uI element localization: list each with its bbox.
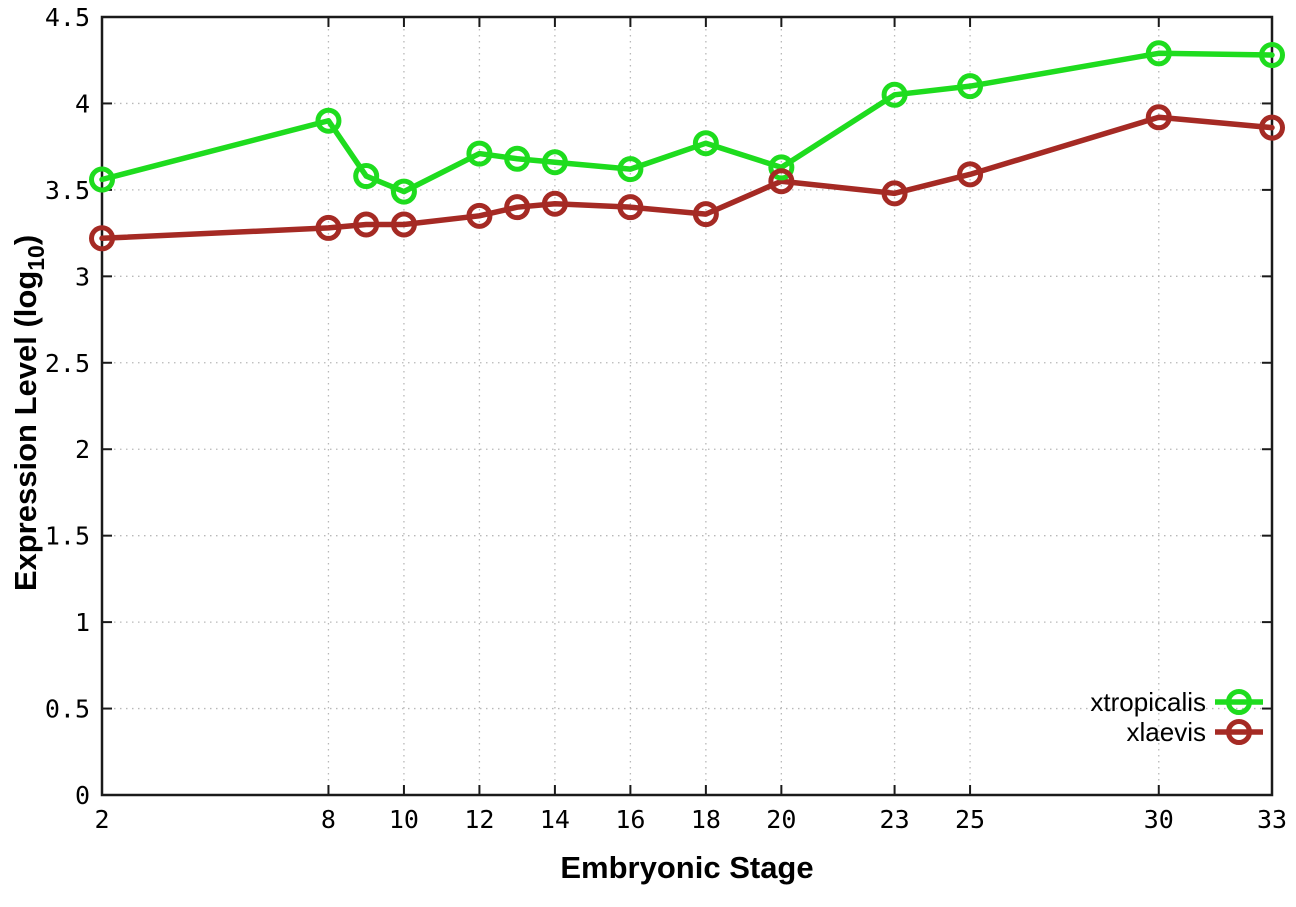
y-tick-label: 1 bbox=[75, 608, 90, 637]
x-tick-label: 18 bbox=[691, 805, 721, 834]
data-point-xtropicalis bbox=[504, 145, 531, 172]
x-tick-label: 8 bbox=[321, 805, 336, 834]
data-point-xtropicalis bbox=[1259, 42, 1285, 69]
y-tick-label: 2.5 bbox=[45, 349, 90, 378]
data-point-xlaevis bbox=[768, 168, 795, 195]
data-point-xtropicalis bbox=[881, 81, 908, 108]
data-point-xlaevis bbox=[504, 194, 531, 221]
data-point-xtropicalis bbox=[617, 156, 644, 183]
data-point-xtropicalis bbox=[353, 163, 380, 190]
data-point-xtropicalis bbox=[541, 149, 568, 176]
x-tick-label: 12 bbox=[464, 805, 494, 834]
y-axis-title-close: ) bbox=[8, 235, 43, 245]
x-tick-label: 14 bbox=[540, 805, 570, 834]
data-point-xlaevis bbox=[1145, 104, 1172, 131]
data-point-xlaevis bbox=[957, 161, 984, 188]
data-point-xlaevis bbox=[89, 225, 115, 252]
data-point-xlaevis bbox=[1259, 114, 1285, 141]
plot-border bbox=[100, 15, 1274, 797]
y-tick-label: 2 bbox=[75, 435, 90, 464]
series-lines bbox=[99, 50, 1275, 242]
legend-marker-icon bbox=[1226, 689, 1252, 715]
data-point-xtropicalis bbox=[390, 178, 417, 205]
y-axis-title: Expression Level (log10) bbox=[8, 235, 49, 591]
data-point-xlaevis bbox=[353, 211, 380, 238]
x-tick-label: 2 bbox=[94, 805, 109, 834]
data-point-xlaevis bbox=[315, 214, 342, 241]
legend-label-xlaevis: xlaevis bbox=[1127, 717, 1206, 747]
legend-marker-icon bbox=[1226, 719, 1252, 745]
y-tick-label: 3 bbox=[75, 262, 90, 291]
x-axis-title: Embryonic Stage bbox=[560, 850, 813, 885]
data-point-xtropicalis bbox=[466, 140, 493, 167]
data-point-xtropicalis bbox=[1145, 40, 1172, 67]
axes bbox=[100, 15, 1274, 797]
data-point-xtropicalis bbox=[89, 166, 115, 193]
legend-item-xlaevis: xlaevis bbox=[1127, 717, 1263, 747]
y-tick-label: 1.5 bbox=[45, 522, 90, 551]
legend-label-xtropicalis: xtropicalis bbox=[1090, 687, 1206, 717]
data-point-xlaevis bbox=[881, 180, 908, 207]
tick-labels: 2 8 10 12 14 16 18 20 23 25 30 33 0 0.5 1 1.5 2 2.5 3 3.5 4 4… bbox=[45, 3, 1287, 834]
data-point-xtropicalis bbox=[957, 73, 984, 100]
data-point-xtropicalis bbox=[692, 130, 719, 157]
series-markers bbox=[89, 40, 1285, 252]
data-point-xlaevis bbox=[390, 211, 417, 238]
x-tick-label: 10 bbox=[389, 805, 419, 834]
data-point-xtropicalis bbox=[315, 107, 342, 134]
x-tick-label: 25 bbox=[955, 805, 985, 834]
x-tick-label: 33 bbox=[1257, 805, 1287, 834]
legend: xtropicalis xlaevis bbox=[1090, 687, 1263, 747]
y-tick-label: 0.5 bbox=[45, 695, 90, 724]
series-line-xtropicalis bbox=[99, 50, 1275, 195]
data-point-xlaevis bbox=[466, 202, 493, 229]
y-tick-label: 3.5 bbox=[45, 176, 90, 205]
y-tick-label: 0 bbox=[75, 781, 90, 810]
data-point-xlaevis bbox=[692, 201, 719, 228]
y-axis-title-main: Expression Level (log bbox=[8, 271, 43, 591]
gridlines bbox=[102, 17, 1272, 795]
x-tick-label: 30 bbox=[1144, 805, 1174, 834]
data-point-xlaevis bbox=[617, 194, 644, 221]
y-axis-title-subscript: 10 bbox=[23, 245, 49, 271]
x-tick-label: 16 bbox=[615, 805, 645, 834]
x-tick-label: 23 bbox=[880, 805, 910, 834]
data-point-xlaevis bbox=[541, 190, 568, 217]
legend-item-xtropicalis: xtropicalis bbox=[1090, 687, 1263, 717]
y-tick-label: 4 bbox=[75, 89, 90, 118]
y-tick-label: 4.5 bbox=[45, 3, 90, 32]
x-tick-label: 20 bbox=[766, 805, 796, 834]
data-point-xtropicalis bbox=[768, 154, 795, 181]
